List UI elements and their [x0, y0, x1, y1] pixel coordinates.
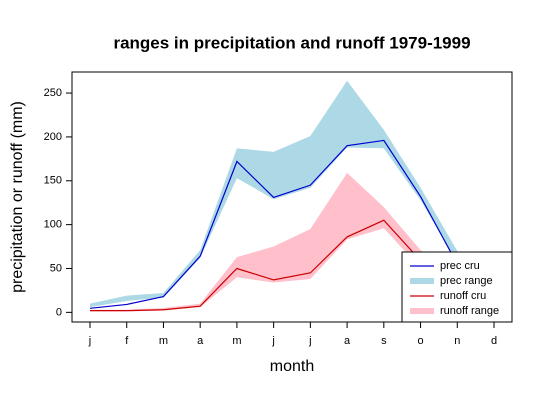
- x-tick-label: a: [197, 335, 204, 347]
- x-tick-label: m: [159, 335, 168, 347]
- x-tick-label: a: [344, 335, 351, 347]
- chart-title: ranges in precipitation and runoff 1979-…: [113, 33, 470, 52]
- x-tick-label: m: [232, 335, 241, 347]
- line: [89, 139, 495, 309]
- legend-label: runoff cru: [440, 290, 486, 302]
- x-tick-label: n: [454, 335, 460, 347]
- x-tick-label: j: [88, 335, 91, 347]
- legend-label: prec cru: [440, 260, 480, 272]
- x-axis-label: month: [270, 358, 314, 375]
- legend-label: runoff range: [440, 305, 499, 317]
- y-tick-label: 250: [44, 87, 62, 99]
- y-tick-label: 200: [44, 131, 62, 143]
- y-tick-label: 100: [44, 219, 62, 231]
- plot-frame: [71, 71, 513, 323]
- legend-label: prec range: [440, 275, 493, 287]
- y-tick-label: 50: [50, 262, 62, 274]
- y-axis-label: precipitation or runoff (mm): [9, 101, 26, 293]
- y-tick-label: 150: [44, 175, 62, 187]
- range-band: [90, 172, 494, 312]
- y-tick-label: 0: [56, 306, 62, 318]
- x-tick-label: d: [491, 335, 497, 347]
- x-tick-label: s: [381, 335, 387, 347]
- x-tick-label: j: [271, 335, 274, 347]
- x-tick-label: j: [308, 335, 311, 347]
- x-tick-label: f: [125, 335, 129, 347]
- x-tick-label: o: [417, 335, 423, 347]
